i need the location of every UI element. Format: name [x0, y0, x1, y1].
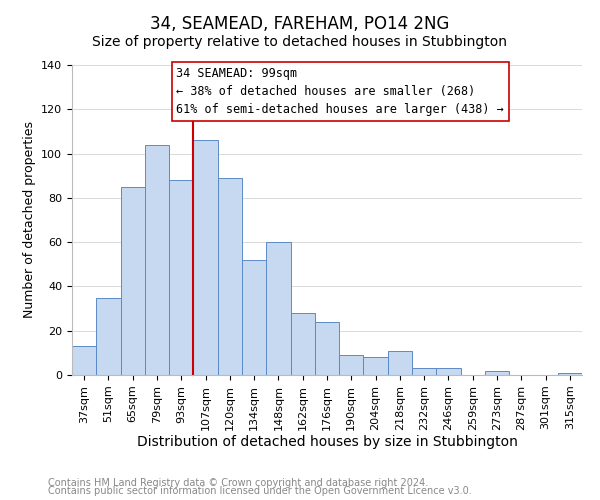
- Bar: [339, 355, 364, 375]
- Bar: [364, 358, 388, 375]
- Bar: [436, 368, 461, 375]
- Text: Contains HM Land Registry data © Crown copyright and database right 2024.: Contains HM Land Registry data © Crown c…: [48, 478, 428, 488]
- Text: 34, SEAMEAD, FAREHAM, PO14 2NG: 34, SEAMEAD, FAREHAM, PO14 2NG: [151, 15, 449, 33]
- Bar: [193, 140, 218, 375]
- Bar: [315, 322, 339, 375]
- Bar: [412, 368, 436, 375]
- Text: 34 SEAMEAD: 99sqm
← 38% of detached houses are smaller (268)
61% of semi-detache: 34 SEAMEAD: 99sqm ← 38% of detached hous…: [176, 67, 504, 116]
- Bar: [145, 144, 169, 375]
- Bar: [290, 313, 315, 375]
- Text: Size of property relative to detached houses in Stubbington: Size of property relative to detached ho…: [92, 35, 508, 49]
- Text: Contains public sector information licensed under the Open Government Licence v3: Contains public sector information licen…: [48, 486, 472, 496]
- Bar: [558, 373, 582, 375]
- Bar: [266, 242, 290, 375]
- Bar: [121, 187, 145, 375]
- Bar: [72, 346, 96, 375]
- Bar: [388, 350, 412, 375]
- Y-axis label: Number of detached properties: Number of detached properties: [23, 122, 35, 318]
- Bar: [96, 298, 121, 375]
- Bar: [485, 370, 509, 375]
- Bar: [169, 180, 193, 375]
- Bar: [242, 260, 266, 375]
- Bar: [218, 178, 242, 375]
- X-axis label: Distribution of detached houses by size in Stubbington: Distribution of detached houses by size …: [137, 436, 517, 450]
